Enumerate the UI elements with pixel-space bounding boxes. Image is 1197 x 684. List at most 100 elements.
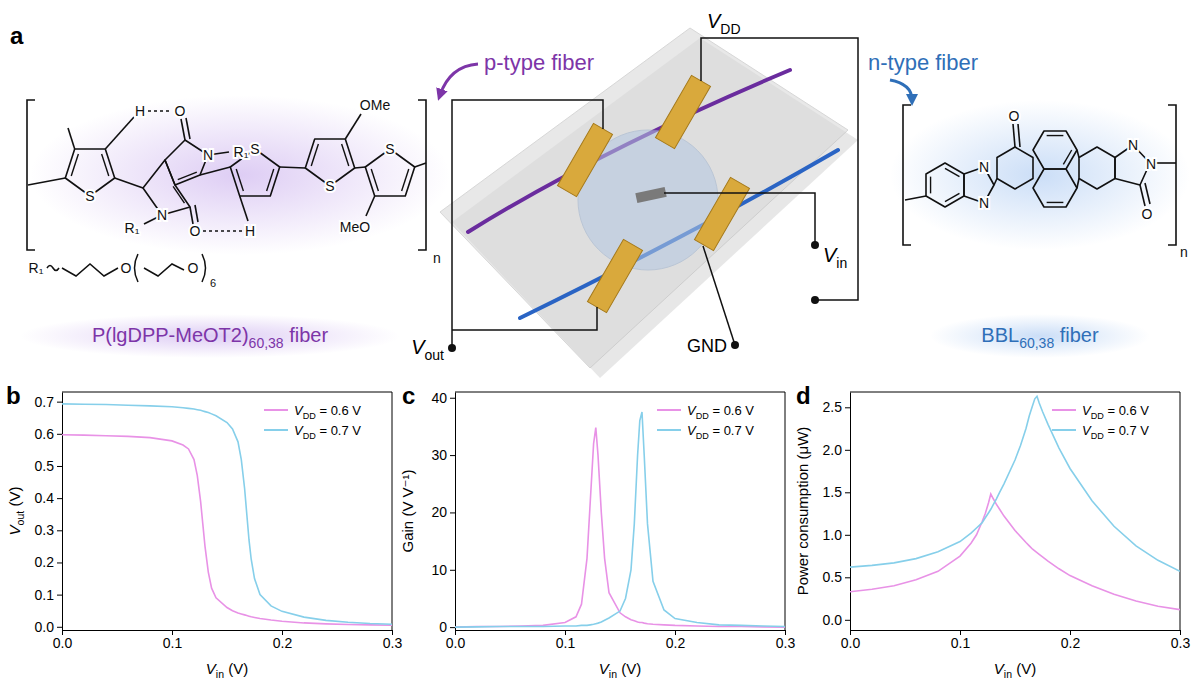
tick: 0.0 xyxy=(53,630,73,651)
tick: 30 xyxy=(431,447,455,463)
text-part: fiber xyxy=(1054,324,1099,346)
tick-label: 0.2 xyxy=(273,635,293,651)
bond xyxy=(148,110,172,112)
bond xyxy=(47,266,59,271)
bond xyxy=(1077,179,1079,189)
bond xyxy=(355,167,366,168)
ring xyxy=(997,147,1033,189)
tick-label: 0.2 xyxy=(666,635,686,651)
tick-mark xyxy=(450,627,455,628)
double-bond xyxy=(1047,202,1064,203)
atom-label: N xyxy=(203,147,213,163)
tick: 1.5 xyxy=(823,484,850,500)
frame xyxy=(455,392,785,630)
subscript: in xyxy=(216,668,224,680)
tick: 0.6 xyxy=(35,426,62,442)
atom-label: n xyxy=(1180,244,1188,260)
bond xyxy=(240,196,248,221)
tick: 0.1 xyxy=(951,630,971,651)
tick: 0.0 xyxy=(823,612,850,628)
bond xyxy=(200,167,230,175)
tick-mark xyxy=(845,620,850,621)
tick-label: 0.4 xyxy=(35,490,55,506)
double-bond xyxy=(311,144,318,166)
subscript: DD xyxy=(303,431,317,441)
bond xyxy=(366,196,375,216)
double-bond xyxy=(267,169,274,191)
tick-mark xyxy=(57,498,62,499)
tick-label: 0.0 xyxy=(823,612,843,628)
panel-letters: abcd xyxy=(6,22,811,409)
glow xyxy=(930,314,1150,358)
axis-line xyxy=(63,630,393,631)
series-line xyxy=(455,412,785,627)
tick: 0.5 xyxy=(823,569,850,585)
axis-title: Vin (V) xyxy=(206,660,248,680)
atom-label: O xyxy=(1142,206,1153,222)
atom-label: N xyxy=(1128,137,1138,153)
axis: 0.00.10.20.3 xyxy=(841,630,1191,651)
terminal xyxy=(811,241,819,249)
double-bond xyxy=(71,154,78,176)
tick-label: 0.5 xyxy=(823,569,843,585)
tick-label: 0.2 xyxy=(1061,635,1081,651)
series-line xyxy=(850,494,1180,610)
tick-label: 0.0 xyxy=(35,619,55,635)
text-part: fiber xyxy=(284,324,329,346)
arrow xyxy=(440,64,478,95)
bond xyxy=(181,119,185,140)
tick-mark xyxy=(450,398,455,399)
atom-label: N xyxy=(979,159,989,175)
polymer-label: P(lgDPP-MeOT2)60,38 fiber xyxy=(92,324,329,351)
chart: 0.00.10.20.30.00.10.20.30.40.50.60.7VDD … xyxy=(6,392,402,680)
tick: 0.3 xyxy=(383,630,403,651)
atom-label: O xyxy=(190,223,201,239)
text-part: (V) xyxy=(224,660,248,677)
atom-label: MeO xyxy=(340,219,370,235)
subscript: out xyxy=(425,347,445,363)
electrode xyxy=(557,123,612,196)
subscript: out xyxy=(14,511,26,526)
text-part: (V) xyxy=(1012,660,1036,677)
tick-label: 1.0 xyxy=(823,527,843,543)
bond xyxy=(115,178,143,188)
series-line xyxy=(62,435,392,625)
double-bond xyxy=(102,154,109,176)
molecule: ONNNNOn xyxy=(903,105,1188,260)
bracket xyxy=(1168,105,1176,245)
atom-label: N xyxy=(157,207,167,223)
text-part: = 0.7 V xyxy=(316,423,361,438)
atom-label: S xyxy=(385,141,394,157)
terminal xyxy=(811,296,819,304)
bond xyxy=(1077,150,1079,158)
tick-label: 0.1 xyxy=(951,635,971,651)
series-line xyxy=(455,428,785,628)
tick: 0.3 xyxy=(776,630,796,651)
legend-label: VDD = 0.6 V xyxy=(294,403,361,421)
axis-line xyxy=(851,630,1181,631)
tick: 0.7 xyxy=(35,394,62,410)
subscript: DD xyxy=(1091,431,1105,441)
atom-label: R₁ xyxy=(125,220,140,236)
glow xyxy=(20,314,400,358)
subscript: DD xyxy=(303,411,317,421)
text-part: (V) xyxy=(6,487,23,511)
plot-area xyxy=(850,396,1180,609)
ring xyxy=(1079,147,1115,189)
wire xyxy=(701,38,858,300)
atom-label: OMe xyxy=(360,97,391,113)
panel-a: SONR₁HNR₁OHSSOMeSMeOnR₁OO6ONNNNOnP(lgDPP… xyxy=(20,10,1190,378)
frame xyxy=(850,392,1180,630)
legend: VDD = 0.6 VVDD = 0.7 V xyxy=(1052,403,1149,441)
bond xyxy=(28,178,65,185)
axis: 0.00.10.20.3 xyxy=(446,630,796,651)
subscript: in xyxy=(1004,668,1012,680)
wire xyxy=(452,100,603,348)
axis: 0.00.10.20.3 xyxy=(53,630,403,651)
tick-label: 1.5 xyxy=(823,484,843,500)
atom-label: H xyxy=(135,103,145,119)
axis-line xyxy=(62,393,63,631)
double-bond xyxy=(371,169,378,191)
tick-mark xyxy=(845,492,850,493)
panel-letter: a xyxy=(10,22,24,49)
